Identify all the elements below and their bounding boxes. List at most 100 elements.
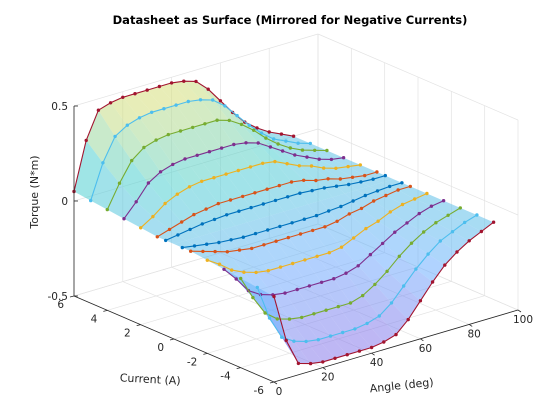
surface-patch	[365, 221, 395, 244]
series-point	[373, 282, 377, 287]
surface-patch	[259, 215, 280, 230]
surface-patch	[279, 222, 301, 238]
surface-patch	[344, 190, 366, 201]
surface-patch	[231, 237, 252, 251]
chart-title: Datasheet as Surface (Mirrored for Negat…	[113, 13, 468, 27]
series-point	[137, 116, 142, 120]
series-point	[169, 81, 174, 85]
surface-patch	[213, 174, 243, 200]
y-tick-label: 2	[124, 328, 131, 340]
series-point	[180, 245, 184, 250]
surface-patch	[312, 226, 342, 253]
y-tick-mark	[169, 338, 175, 341]
surface-patch	[255, 230, 277, 245]
series-point	[121, 95, 125, 100]
surface-patch	[212, 100, 242, 125]
surface-patch	[278, 144, 307, 158]
series-point	[175, 192, 179, 196]
series-point	[300, 148, 305, 152]
series-point	[351, 199, 355, 203]
series-point	[286, 235, 290, 240]
surface-patch	[385, 190, 415, 205]
series-point	[291, 261, 295, 266]
surface-patch	[270, 147, 300, 166]
surface-patch	[323, 168, 353, 179]
series-point	[122, 217, 126, 221]
surface-patch	[304, 256, 334, 283]
surface-patch	[122, 93, 152, 118]
series-point	[394, 332, 398, 337]
series-point	[375, 189, 380, 193]
surface-patch	[321, 278, 351, 307]
surface-patch	[379, 302, 409, 335]
surface-patch	[358, 254, 388, 285]
series-point	[368, 252, 373, 257]
surface-patch	[192, 123, 222, 152]
surface-patch	[374, 271, 404, 303]
series-point	[96, 108, 101, 112]
series-point	[446, 213, 450, 217]
surface-patch	[238, 207, 260, 223]
surface-patch	[288, 234, 318, 260]
x-tick-label: 80	[468, 328, 481, 340]
series-point	[287, 317, 292, 321]
series-point	[310, 188, 314, 193]
surface-patch	[271, 211, 293, 227]
series-point	[164, 238, 168, 243]
y-tick-mark	[269, 381, 275, 384]
series-point	[283, 291, 287, 295]
surface-patch	[235, 222, 256, 238]
series-point	[458, 206, 462, 210]
series-point	[336, 304, 340, 309]
series-point	[205, 242, 209, 246]
surface-patch	[361, 201, 391, 222]
surface-patch	[262, 161, 292, 186]
axis-line	[273, 309, 519, 383]
series-point	[405, 221, 409, 225]
surface-patch	[238, 166, 268, 193]
series-point	[145, 88, 149, 92]
series-point	[182, 79, 186, 83]
series-point	[385, 269, 389, 273]
series-point	[443, 263, 447, 267]
series-point	[235, 113, 239, 118]
series-point	[200, 222, 204, 226]
series-point	[339, 204, 343, 209]
series-point	[274, 239, 278, 243]
surface-patch	[226, 211, 248, 226]
surface-patch	[110, 97, 140, 126]
series-point	[247, 123, 251, 128]
series-point	[222, 267, 226, 271]
series-point	[217, 240, 221, 245]
series-point	[249, 205, 253, 210]
surface-patch	[333, 273, 363, 303]
surface-patch	[290, 148, 320, 160]
series-point	[239, 122, 244, 127]
series-point	[256, 141, 260, 145]
series-point	[232, 142, 236, 147]
series-point	[314, 178, 318, 183]
surface-patch	[273, 139, 303, 151]
series-point	[188, 227, 192, 232]
series-point	[241, 194, 245, 199]
x-tick-label: 40	[370, 357, 383, 369]
series-point	[219, 146, 224, 150]
series-point	[409, 241, 414, 245]
surface-patch	[281, 337, 311, 364]
surface-patch	[328, 206, 350, 222]
surface-patch	[341, 237, 371, 266]
surface-patch	[98, 102, 128, 137]
z-axis-ticks: 0.5 0 -0.5	[48, 101, 78, 303]
surface-patch	[74, 140, 103, 201]
series-point	[266, 228, 270, 232]
series-point	[251, 295, 255, 300]
series-point	[273, 198, 278, 203]
series-point	[309, 164, 314, 168]
surface-patch	[292, 259, 322, 286]
y-tick-mark	[103, 309, 108, 312]
surface-patch	[244, 122, 274, 139]
series-point	[155, 235, 159, 239]
surface-patch	[177, 229, 199, 241]
surface-patch	[377, 186, 399, 196]
series-point	[363, 173, 367, 178]
